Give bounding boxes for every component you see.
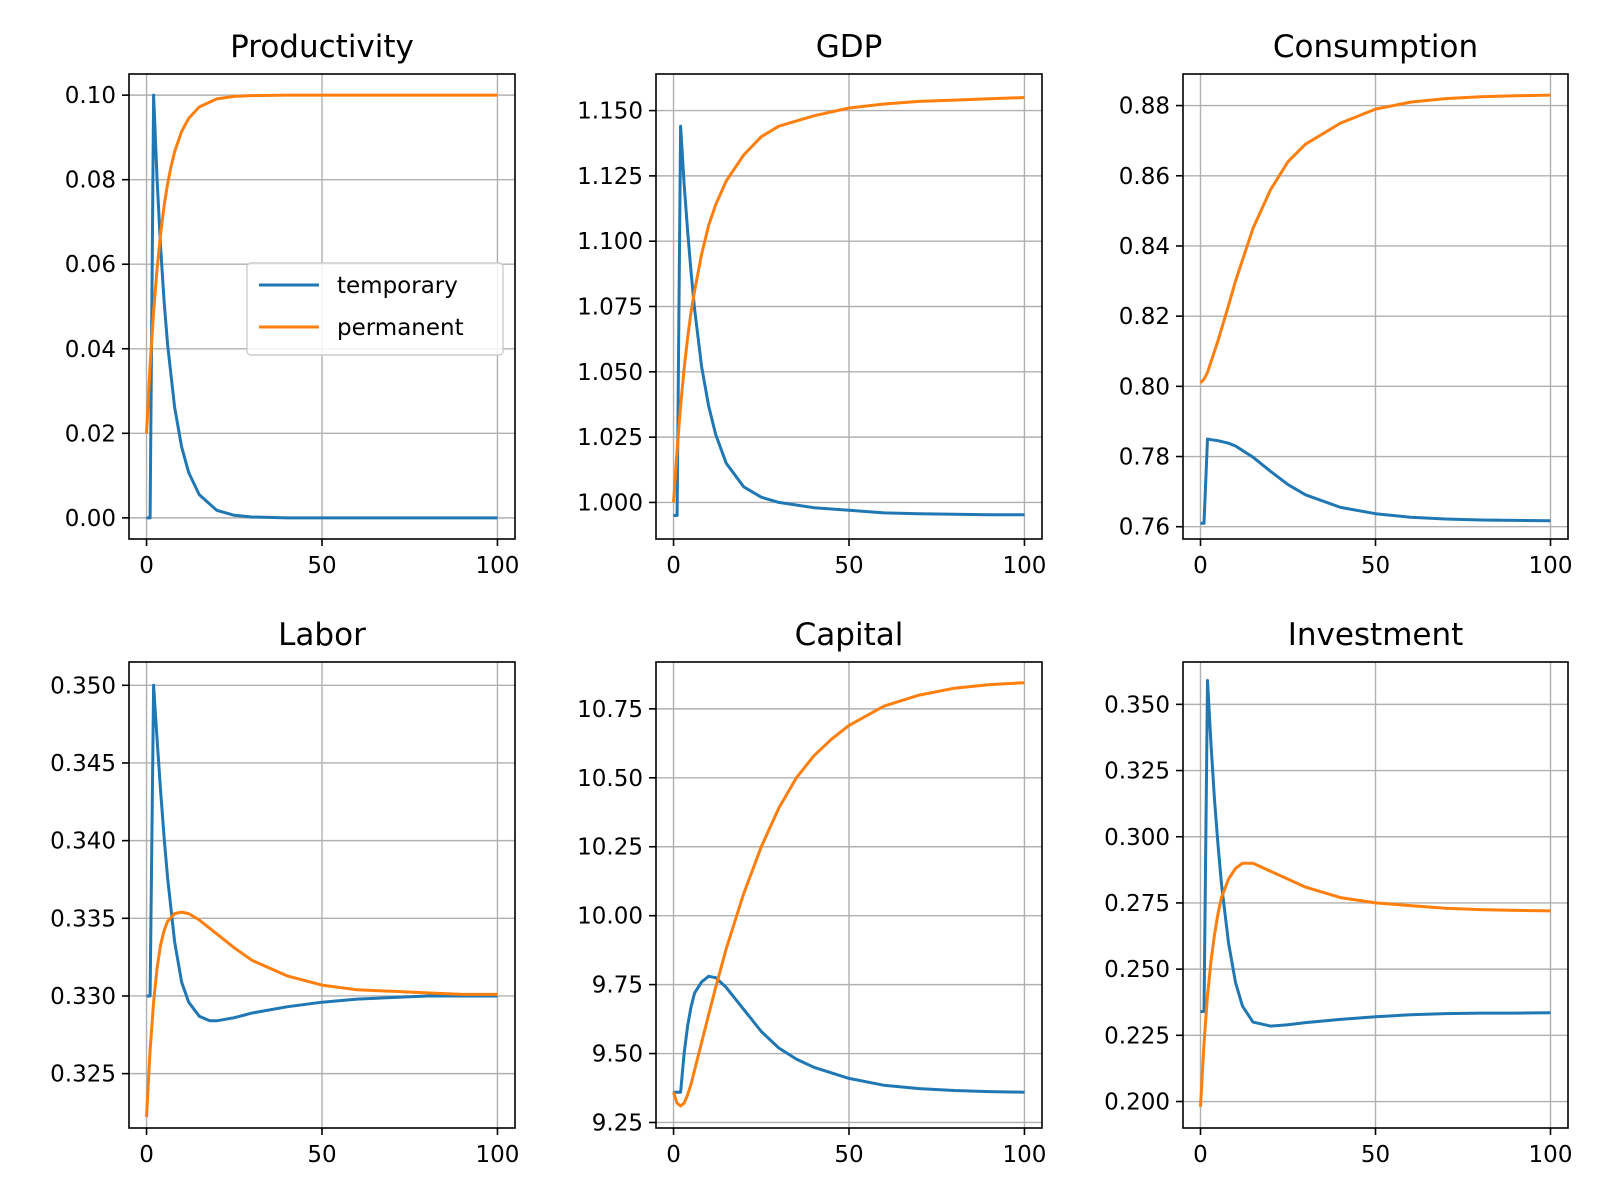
y-tick-label: 0.330	[50, 984, 116, 1010]
x-tick-label: 50	[1361, 1142, 1390, 1168]
subplot-title: Investment	[1288, 617, 1464, 653]
y-tick-label: 0.325	[50, 1062, 116, 1088]
series-line-temporary	[1200, 437, 1551, 525]
y-tick-label: 0.08	[65, 168, 116, 194]
x-tick-label: 50	[1361, 553, 1390, 579]
subplot-capital: 0 50 100 9.25 9.50 9.75 10.00 10.25 10.50 10.75 Ca…	[577, 617, 1046, 1168]
subplot-gdp: 0 50 100 1.000 1.025 1.050 1.075 1.100 1.125 1.15…	[577, 29, 1046, 579]
x-tick-label: 50	[307, 553, 336, 579]
x-tick-label: 100	[1003, 1142, 1047, 1168]
y-tick-label: 0.84	[1119, 234, 1170, 260]
y-tick-label: 10.75	[577, 697, 643, 723]
y-tick-label: 10.50	[577, 766, 643, 792]
y-tick-label: 0.275	[1104, 891, 1170, 917]
y-tick-label: 0.325	[1104, 759, 1170, 785]
y-tick-label: 10.25	[577, 835, 643, 861]
y-tick-label: 0.76	[1119, 515, 1170, 541]
y-tick-label: 0.82	[1119, 304, 1170, 330]
series-line-permanent	[1199, 93, 1551, 384]
x-tick-label: 100	[476, 553, 520, 579]
subplot-title: Productivity	[230, 29, 414, 65]
y-tick-label: 0.225	[1104, 1023, 1170, 1049]
y-tick-label: 1.050	[577, 360, 643, 386]
series-line-temporary	[673, 974, 1025, 1094]
y-tick-label: 0.80	[1119, 374, 1170, 400]
series-line-permanent	[1199, 861, 1551, 1107]
series-line-temporary	[146, 683, 498, 1023]
y-tick-label: 1.150	[577, 99, 643, 125]
subplot-labor: 0 50 100 0.325 0.330 0.335 0.340 0.345 0.350 Labo…	[50, 617, 519, 1168]
series-line-temporary	[673, 124, 1025, 517]
x-tick-label: 0	[666, 553, 681, 579]
y-tick-label: 10.00	[577, 904, 643, 930]
x-tick-label: 50	[834, 1142, 863, 1168]
legend-label-permanent: permanent	[337, 315, 464, 341]
x-tick-label: 100	[1529, 553, 1573, 579]
y-tick-label: 0.340	[50, 829, 116, 855]
y-tick-label: 9.75	[592, 973, 643, 999]
subplot-title: Capital	[795, 617, 904, 653]
x-tick-label: 50	[834, 553, 863, 579]
subplot-investment: 0 50 100 0.200 0.225 0.250 0.275 0.300 0.325 0.35…	[1104, 617, 1572, 1168]
y-tick-label: 0.350	[1104, 692, 1170, 718]
x-tick-label: 0	[139, 1142, 154, 1168]
series-line-permanent	[145, 910, 498, 1118]
y-tick-label: 0.88	[1119, 94, 1170, 120]
subplot-title: GDP	[816, 29, 883, 65]
subplot-productivity: 0 50 100 0.00 0.02 0.04 0.06 0.08 0.10 Productivi…	[65, 29, 520, 579]
y-tick-label: 0.345	[50, 751, 116, 777]
y-tick-label: 1.025	[577, 425, 643, 451]
subplot-title: Labor	[278, 617, 366, 653]
subplot-title: Consumption	[1273, 29, 1478, 65]
y-tick-label: 1.000	[577, 490, 643, 516]
legend: temporary permanent	[246, 262, 504, 356]
y-tick-label: 0.86	[1119, 164, 1170, 190]
y-tick-label: 0.06	[65, 252, 116, 278]
x-tick-label: 100	[476, 1142, 520, 1168]
series-line-temporary	[146, 93, 498, 520]
y-tick-label: 0.350	[50, 673, 116, 699]
y-tick-label: 1.125	[577, 164, 643, 190]
series-line-permanent	[672, 96, 1025, 503]
y-tick-label: 0.250	[1104, 957, 1170, 983]
x-tick-label: 0	[666, 1142, 681, 1168]
x-tick-label: 0	[139, 553, 154, 579]
series-line-permanent	[145, 93, 498, 434]
y-tick-label: 9.25	[592, 1110, 643, 1136]
x-tick-label: 0	[1193, 1142, 1208, 1168]
series-line-permanent	[672, 681, 1025, 1108]
x-tick-label: 100	[1003, 553, 1047, 579]
x-tick-label: 100	[1529, 1142, 1573, 1168]
x-tick-label: 0	[1193, 553, 1208, 579]
subplot-consumption: 0 50 100 0.76 0.78 0.80 0.82 0.84 0.86 0.88 Consum…	[1119, 29, 1573, 579]
x-tick-label: 50	[307, 1142, 336, 1168]
y-tick-label: 1.075	[577, 295, 643, 321]
y-tick-label: 0.300	[1104, 825, 1170, 851]
y-tick-label: 1.100	[577, 229, 643, 255]
y-tick-label: 0.00	[65, 506, 116, 532]
y-tick-label: 9.50	[592, 1042, 643, 1068]
legend-label-temporary: temporary	[337, 273, 458, 299]
y-tick-label: 0.78	[1119, 445, 1170, 471]
y-tick-label: 0.10	[65, 83, 116, 109]
y-tick-label: 0.02	[65, 421, 116, 447]
y-tick-label: 0.04	[65, 337, 116, 363]
y-tick-label: 0.335	[50, 906, 116, 932]
series-line-temporary	[1200, 679, 1551, 1028]
y-tick-label: 0.200	[1104, 1090, 1170, 1116]
